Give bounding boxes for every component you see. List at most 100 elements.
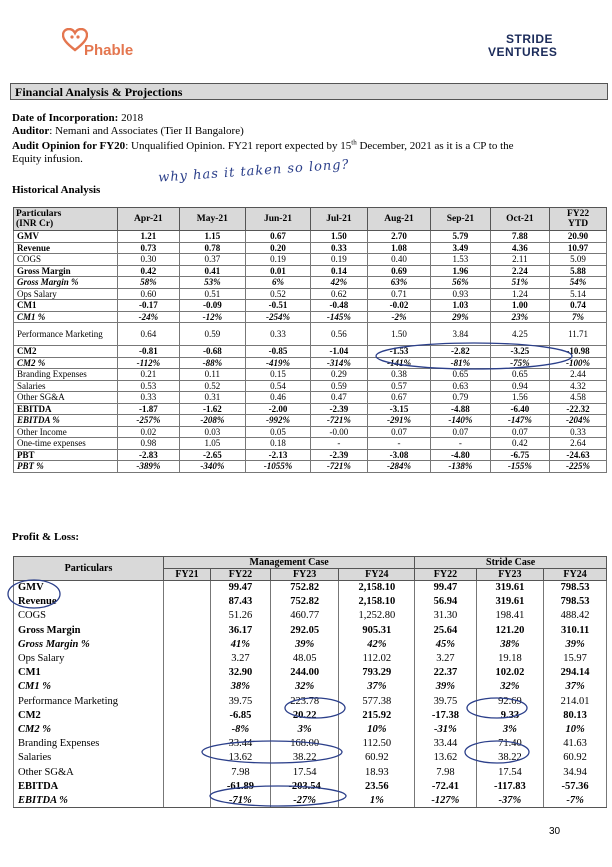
historical-cell: -6.75 bbox=[489, 448, 551, 461]
pl-cell: 41% bbox=[209, 637, 271, 652]
pl-cell: 51.26 bbox=[209, 608, 271, 624]
historical-cell: 0.52 bbox=[178, 379, 246, 392]
pl-cell: 38% bbox=[475, 637, 545, 652]
pl-cell bbox=[163, 793, 211, 809]
historical-cell: -155% bbox=[489, 460, 551, 473]
historical-cell: -0.81 bbox=[117, 345, 180, 358]
incorporation-value: 2018 bbox=[121, 112, 144, 124]
historical-cell: -0.48 bbox=[310, 299, 368, 312]
historical-cell: -254% bbox=[244, 310, 312, 323]
historical-cell: -4.80 bbox=[430, 448, 491, 461]
historical-cell: -2.13 bbox=[244, 448, 312, 461]
historical-row-label: Revenue bbox=[13, 241, 118, 254]
historical-cell: 0.65 bbox=[430, 368, 491, 381]
pl-year-header: FY23 bbox=[269, 568, 340, 581]
historical-cell: -81% bbox=[430, 356, 491, 369]
historical-row: One-time expenses 0.98 1.05 0.18- - -0.42 2.64 bbox=[13, 437, 607, 450]
pl-particulars-header: Particulars bbox=[13, 556, 164, 581]
historical-cell: -6.40 bbox=[489, 402, 551, 415]
historical-col-header: Oct-21 bbox=[489, 207, 551, 231]
historical-cell: -0.02 bbox=[366, 299, 432, 312]
pl-cell: 13.62 bbox=[414, 750, 477, 765]
pl-cell: 488.42 bbox=[543, 608, 607, 624]
historical-cell: 0.64 bbox=[117, 322, 180, 346]
opinion-label: Audit Opinion for FY20 bbox=[12, 140, 126, 152]
historical-cell: 0.59 bbox=[178, 322, 246, 346]
pl-cell: 294.14 bbox=[543, 665, 607, 680]
historical-cell: 4.36 bbox=[489, 241, 551, 254]
pl-row-label: Branding Expenses bbox=[13, 736, 164, 751]
pl-cell: 793.29 bbox=[338, 665, 416, 680]
historical-cell: -284% bbox=[366, 460, 432, 473]
pl-cell: 38.22 bbox=[475, 750, 545, 765]
historical-cell: -4.88 bbox=[430, 402, 491, 415]
pl-cell: 45% bbox=[414, 637, 477, 652]
historical-cell: 0.73 bbox=[117, 241, 180, 254]
historical-cell: 2.44 bbox=[549, 368, 607, 381]
pl-cell: 798.53 bbox=[543, 594, 607, 609]
historical-cell: 0.67 bbox=[366, 391, 432, 404]
pl-cell bbox=[163, 623, 211, 638]
pl-cell: 41.63 bbox=[543, 736, 607, 751]
historical-cell: -0.85 bbox=[244, 345, 312, 358]
pl-cell bbox=[163, 764, 211, 780]
historical-row: Performance Marketing 0.64 0.59 0.33 0.56 1.5… bbox=[13, 322, 607, 346]
pl-row: GMV 99.47 752.82 2,158.10 99.47 319.61 798.53 bbox=[13, 580, 607, 595]
historical-cell: -1.53 bbox=[366, 345, 432, 358]
pl-row: Other SG&A 7.98 17.54 18.93 7.98 17.54 34.94 bbox=[13, 764, 607, 780]
pl-row: CM1 % 38% 32% 37% 39% 32% 37% bbox=[13, 679, 607, 694]
pl-cell: 319.61 bbox=[475, 594, 545, 609]
historical-row: Other SG&A 0.33 0.31 0.46 0.47 0.67 0.79 1.56 4.… bbox=[13, 391, 607, 404]
historical-cell: -3.15 bbox=[366, 402, 432, 415]
historical-cell: 1.56 bbox=[489, 391, 551, 404]
phable-logo-text: Phable bbox=[84, 42, 134, 59]
pl-cell: 87.43 bbox=[209, 594, 271, 609]
historical-cell: -2.00 bbox=[244, 402, 312, 415]
pl-row-label: CM2 % bbox=[13, 722, 164, 737]
historical-row-label: CM2 bbox=[13, 345, 118, 358]
historical-row: CM2 % -112% -88% -419% -314% -141% -81% -75% -10… bbox=[13, 356, 607, 369]
historical-cell: 2.70 bbox=[366, 230, 432, 243]
historical-cell: -141% bbox=[366, 356, 432, 369]
historical-cell: 0.79 bbox=[430, 391, 491, 404]
historical-row-label: PBT bbox=[13, 448, 118, 461]
pl-cell: 17.54 bbox=[269, 764, 340, 780]
pl-row-label: Ops Salary bbox=[13, 651, 164, 666]
pl-cell: 905.31 bbox=[338, 623, 416, 638]
pl-cell: 112.02 bbox=[338, 651, 416, 666]
historical-cell: 0.51 bbox=[178, 287, 246, 300]
pl-cell: 48.05 bbox=[269, 651, 340, 666]
historical-row-label: EBITDA bbox=[13, 402, 118, 415]
historical-cell: 0.02 bbox=[117, 425, 180, 438]
historical-cell: -10.98 bbox=[549, 345, 607, 358]
historical-row-label: GMV bbox=[13, 230, 118, 243]
pl-row-label: COGS bbox=[13, 608, 164, 624]
historical-cell: - bbox=[430, 437, 491, 450]
auditor-label: Auditor bbox=[12, 125, 50, 137]
historical-row: CM1 % -24% -12% -254% -145% -2% 29% 23% 7% bbox=[13, 310, 607, 323]
historical-cell: 0.63 bbox=[430, 379, 491, 392]
historical-row: Salaries 0.53 0.52 0.54 0.59 0.57 0.63 0.94 4.32 bbox=[13, 379, 607, 392]
historical-row-label: EBITDA % bbox=[13, 414, 118, 427]
pl-row: EBITDA % -71% -27% 1% -127% -37% -7% bbox=[13, 793, 607, 809]
historical-cell: -389% bbox=[117, 460, 180, 473]
pl-cell: -127% bbox=[414, 793, 477, 809]
historical-cell: 0.62 bbox=[310, 287, 368, 300]
historical-cell: 5.88 bbox=[549, 264, 607, 277]
historical-cell: 0.71 bbox=[366, 287, 432, 300]
pl-cell bbox=[163, 665, 211, 680]
pl-row: CM1 32.90 244.00 793.29 22.37 102.02 294.14 bbox=[13, 665, 607, 680]
historical-row: Branding Expenses 0.21 0.11 0.15 0.29 0.38 0.6… bbox=[13, 368, 607, 381]
pl-row: EBITDA -61.89 -203.54 23.56 -72.41 -117.83 -57… bbox=[13, 779, 607, 794]
historical-row: EBITDA % -257% -208% -992% -721% -291% -140% -1… bbox=[13, 414, 607, 427]
pl-row-label: Salaries bbox=[13, 750, 164, 765]
historical-cell: 0.42 bbox=[489, 437, 551, 450]
historical-cell: 1.53 bbox=[430, 253, 491, 266]
historical-row-label: Performance Marketing bbox=[13, 322, 118, 346]
historical-cell: 0.69 bbox=[366, 264, 432, 277]
historical-cell: 0.38 bbox=[366, 368, 432, 381]
pl-row-label: EBITDA % bbox=[13, 793, 164, 809]
opinion-text-c: Equity infusion. bbox=[12, 153, 83, 165]
historical-cell: 4.58 bbox=[549, 391, 607, 404]
historical-cell: -992% bbox=[244, 414, 312, 427]
